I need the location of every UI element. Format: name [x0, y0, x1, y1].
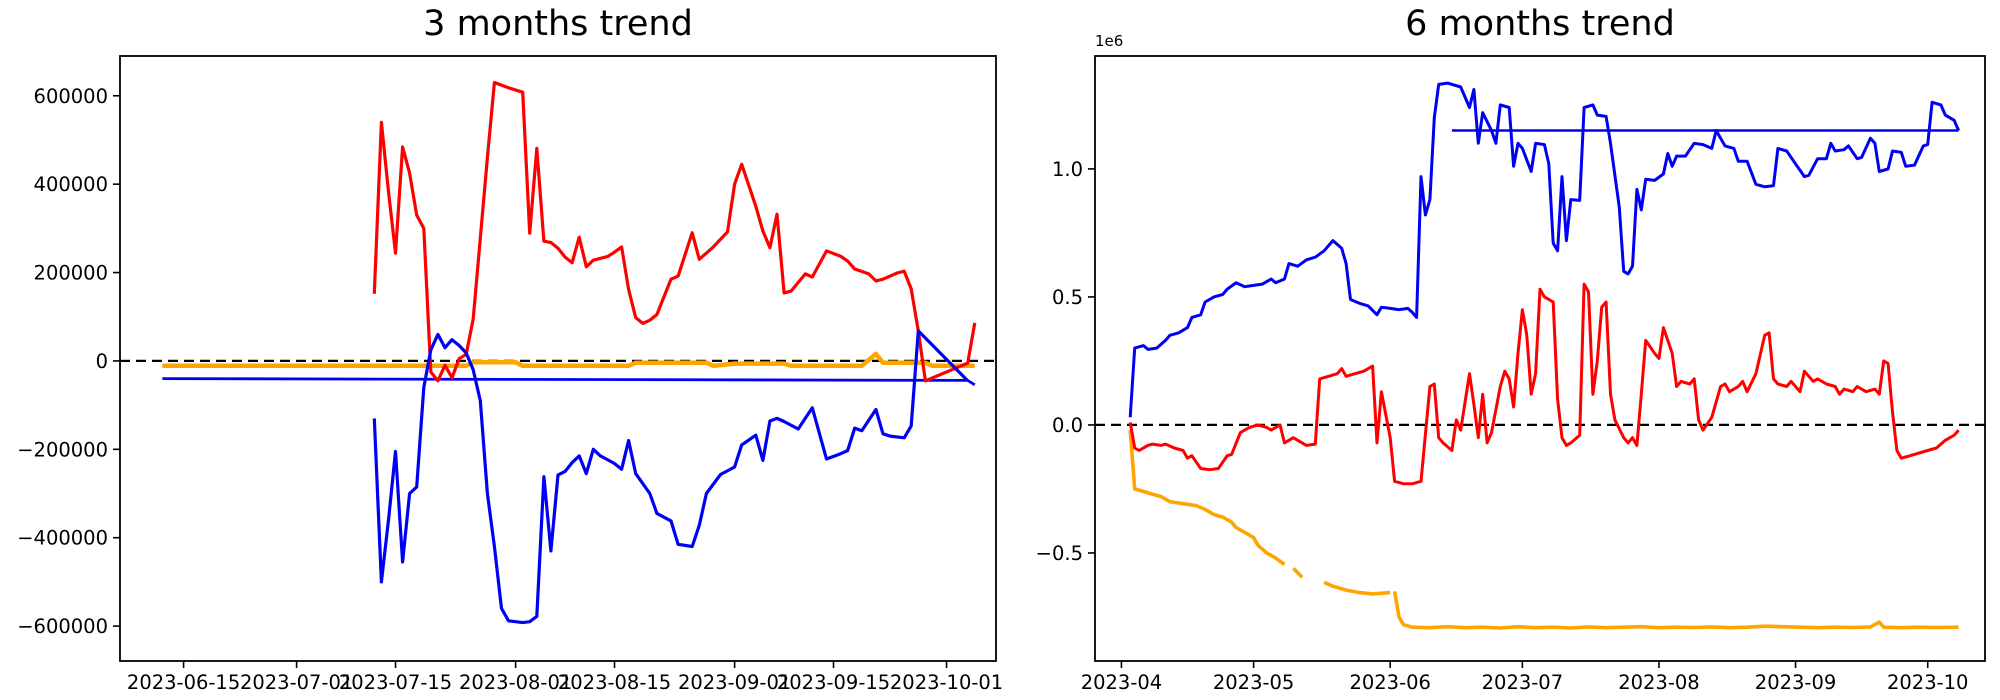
- x-tick-label: 2023-08-01: [459, 671, 572, 694]
- x-tick-label: 2023-04: [1081, 671, 1162, 694]
- y-axis-offset-label: 1e6: [1095, 32, 1123, 50]
- axes-spines: [1094, 55, 1986, 662]
- y-tick-label: 600000: [34, 85, 108, 108]
- x-tick-label: 2023-06-15: [127, 671, 240, 694]
- x-tick-label: 2023-05: [1213, 671, 1294, 694]
- y-tick-label: 0.5: [1052, 286, 1083, 309]
- axes-spines: [119, 55, 997, 662]
- series-orange-series-seg4: [1392, 591, 1959, 630]
- series-orange-flat-line: [162, 351, 975, 369]
- series-orange-series-seg3: [1323, 580, 1391, 596]
- x-tick-label: 2023-10: [1887, 671, 1968, 694]
- x-tick-label: 2023-07: [1482, 671, 1563, 694]
- x-tick-label: 2023-08-15: [558, 671, 671, 694]
- x-tick-label: 2023-07-01: [240, 671, 353, 694]
- series-blue-series: [1128, 81, 1960, 418]
- y-tick-label: −600000: [17, 615, 108, 638]
- chart-title-6-months: 6 months trend: [1405, 4, 1675, 44]
- series-red-series: [1128, 282, 1960, 486]
- y-tick-label: −200000: [17, 438, 108, 461]
- x-tick-label: 2023-09-15: [777, 671, 890, 694]
- series-blue-series: [372, 329, 969, 625]
- y-tick-label: −0.5: [1036, 542, 1083, 565]
- x-tick-label: 2023-07-15: [339, 671, 452, 694]
- y-tick-label: 200000: [34, 262, 108, 285]
- series-red-series: [372, 80, 977, 383]
- y-tick-label: −400000: [17, 527, 108, 550]
- x-tick-label: 2023-08: [1618, 671, 1699, 694]
- x-tick-label: 2023-06: [1349, 671, 1430, 694]
- y-tick-label: 0.0: [1052, 414, 1083, 437]
- x-tick-label: 2023-09: [1755, 671, 1836, 694]
- x-tick-label: 2023-10-01: [890, 671, 1003, 694]
- chart-title-3-months: 3 months trend: [423, 4, 693, 44]
- series-orange-series-seg2: [1292, 567, 1304, 579]
- x-tick-label: 2023-09-01: [678, 671, 791, 694]
- y-tick-label: 0: [96, 350, 108, 373]
- y-tick-label: 400000: [34, 173, 108, 196]
- y-tick-label: 1.0: [1052, 158, 1083, 181]
- series-orange-series-seg1: [1128, 429, 1286, 566]
